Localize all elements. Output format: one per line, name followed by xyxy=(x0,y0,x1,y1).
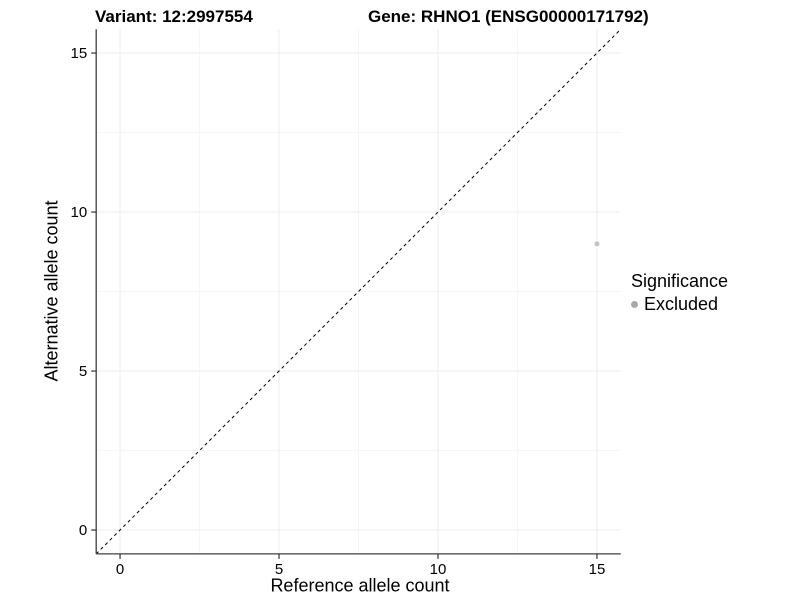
data-point xyxy=(594,241,600,247)
y-tick-label: 15 xyxy=(71,45,88,62)
y-tick-label: 0 xyxy=(79,522,87,539)
x-tick-label: 5 xyxy=(275,561,283,578)
legend-title: Significance xyxy=(631,271,729,291)
legend-item-label: Excluded xyxy=(644,294,719,314)
gene-title: Gene: RHNO1 (ENSG00000171792) xyxy=(368,7,649,26)
legend-key-circle-icon xyxy=(631,301,638,308)
x-tick-label: 15 xyxy=(589,561,606,578)
x-tick-label: 0 xyxy=(116,561,124,578)
legend: Significance Excluded xyxy=(631,271,728,315)
x-tick-label: 10 xyxy=(430,561,447,578)
y-tick-label: 5 xyxy=(79,363,87,380)
x-axis-title: Reference allele count xyxy=(270,575,450,596)
identity-dashed-line xyxy=(95,28,622,555)
y-tick-label: 10 xyxy=(71,204,88,221)
legend-item-excluded: Excluded xyxy=(631,294,728,315)
variant-title: Variant: 12:2997554 xyxy=(95,7,253,26)
